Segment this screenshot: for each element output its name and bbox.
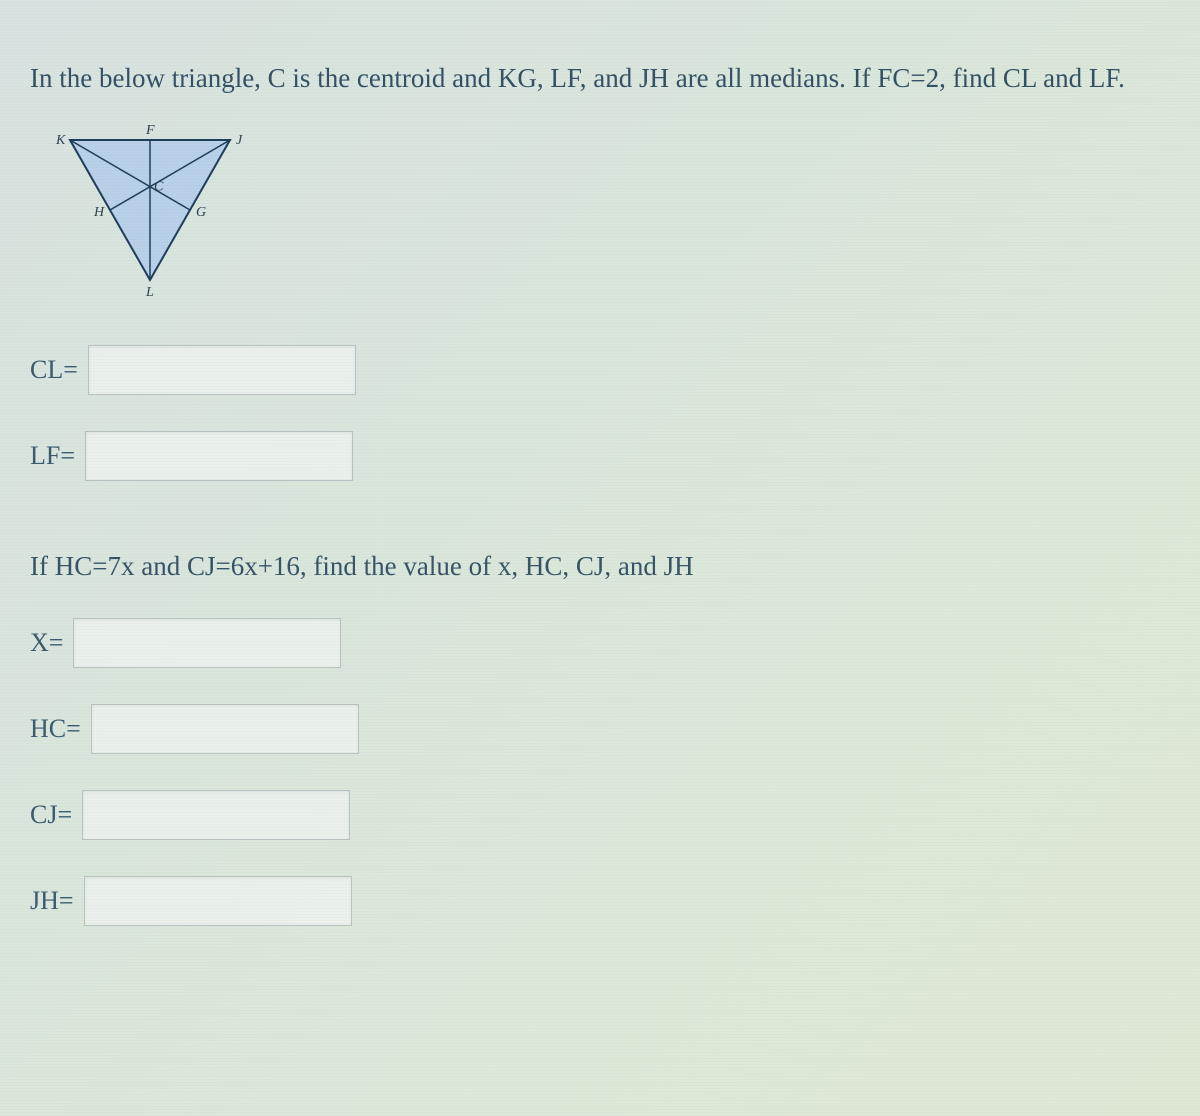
label-CJ: CJ= xyxy=(30,800,72,830)
svg-text:F: F xyxy=(145,123,155,138)
svg-text:G: G xyxy=(196,205,206,220)
input-CJ[interactable] xyxy=(82,790,350,840)
question-prompt-2: If HC=7x and CJ=6x+16, find the value of… xyxy=(30,551,1180,582)
triangle-svg: K J L F G H C xyxy=(50,120,260,300)
svg-text:K: K xyxy=(55,133,66,148)
input-CL[interactable] xyxy=(88,345,356,395)
label-X: X= xyxy=(30,628,63,658)
question-prompt-1: In the below triangle, C is the centroid… xyxy=(30,60,1180,96)
triangle-figure: K J L F G H C xyxy=(50,120,1180,305)
label-HC: HC= xyxy=(30,714,81,744)
input-JH[interactable] xyxy=(84,876,352,926)
svg-text:H: H xyxy=(93,205,105,220)
svg-text:C: C xyxy=(154,180,164,195)
label-CL: CL= xyxy=(30,355,78,385)
svg-text:J: J xyxy=(236,133,243,148)
input-HC[interactable] xyxy=(91,704,359,754)
svg-text:L: L xyxy=(145,285,154,300)
label-JH: JH= xyxy=(30,886,74,916)
label-LF: LF= xyxy=(30,441,75,471)
input-LF[interactable] xyxy=(85,431,353,481)
input-X[interactable] xyxy=(73,618,341,668)
